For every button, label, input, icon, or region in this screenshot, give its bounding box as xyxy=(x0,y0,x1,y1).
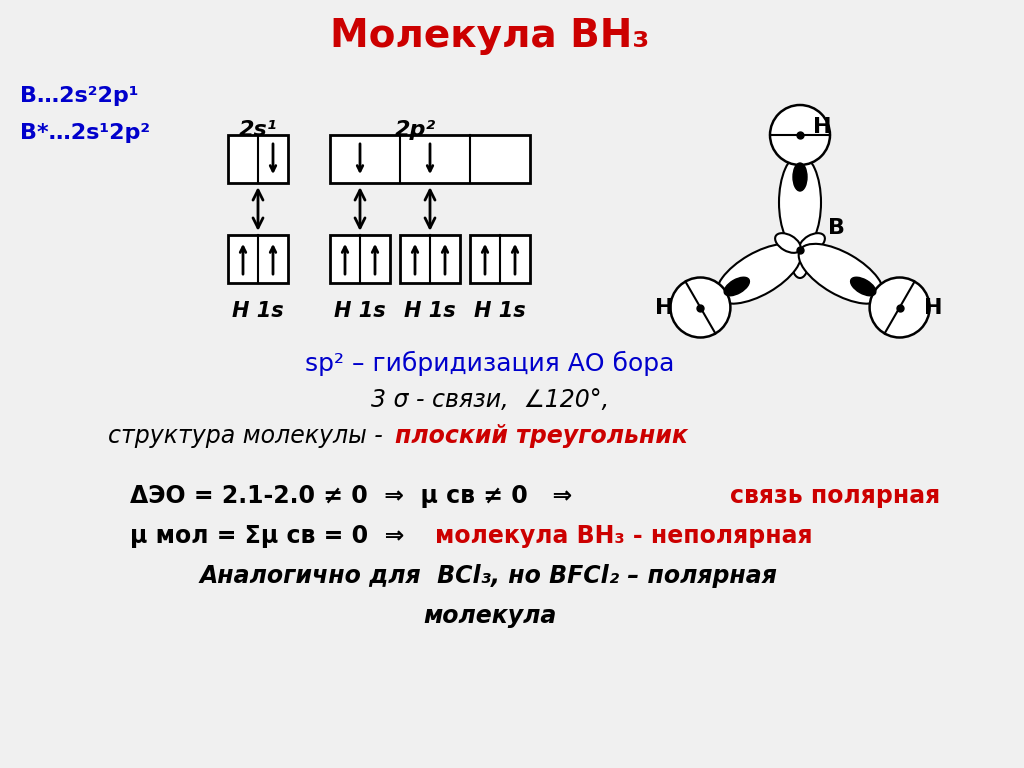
Bar xyxy=(400,235,460,283)
Text: μ мол = Σμ св = 0  ⇒: μ мол = Σμ св = 0 ⇒ xyxy=(130,524,404,548)
Ellipse shape xyxy=(799,243,884,303)
Text: В*…2s¹2p²: В*…2s¹2p² xyxy=(20,123,151,143)
Ellipse shape xyxy=(800,233,825,253)
Text: молекула BH₃ - неполярная: молекула BH₃ - неполярная xyxy=(435,524,813,548)
Bar xyxy=(470,235,530,283)
Text: связь полярная: связь полярная xyxy=(730,484,940,508)
Text: В…2s²2p¹: В…2s²2p¹ xyxy=(20,86,138,106)
Ellipse shape xyxy=(779,155,821,250)
Bar xyxy=(228,235,288,283)
Text: H: H xyxy=(925,297,943,317)
Text: H: H xyxy=(813,117,831,137)
Bar xyxy=(330,235,390,283)
Circle shape xyxy=(770,105,830,165)
Text: Молекула BH₃: Молекула BH₃ xyxy=(331,17,649,55)
Circle shape xyxy=(671,277,730,337)
Text: 2p²: 2p² xyxy=(394,120,435,140)
Text: H 1s: H 1s xyxy=(232,301,284,321)
Text: H 1s: H 1s xyxy=(334,301,386,321)
Ellipse shape xyxy=(717,243,802,303)
Ellipse shape xyxy=(793,163,807,191)
Text: Аналогично для  BCl₃, но BFCl₂ – полярная: Аналогично для BCl₃, но BFCl₂ – полярная xyxy=(200,564,778,588)
Ellipse shape xyxy=(775,233,801,253)
Text: sp² – гибридизация АО бора: sp² – гибридизация АО бора xyxy=(305,350,675,376)
Circle shape xyxy=(869,277,930,337)
Text: H: H xyxy=(655,297,674,317)
Ellipse shape xyxy=(724,277,750,296)
Text: плоский треугольник: плоский треугольник xyxy=(395,424,688,448)
Text: 2s¹: 2s¹ xyxy=(239,120,278,140)
Text: B: B xyxy=(828,218,845,238)
Text: молекула: молекула xyxy=(423,604,557,628)
Text: 3 σ - связи,  ∠120°,: 3 σ - связи, ∠120°, xyxy=(371,388,609,412)
Ellipse shape xyxy=(851,277,876,296)
Text: H 1s: H 1s xyxy=(404,301,456,321)
Bar xyxy=(330,135,530,183)
Ellipse shape xyxy=(792,250,808,278)
Text: ΔЭО = 2.1-2.0 ≠ 0  ⇒  μ св ≠ 0   ⇒: ΔЭО = 2.1-2.0 ≠ 0 ⇒ μ св ≠ 0 ⇒ xyxy=(130,484,589,508)
Text: структура молекулы -: структура молекулы - xyxy=(108,424,390,448)
Text: H 1s: H 1s xyxy=(474,301,525,321)
Bar xyxy=(228,135,288,183)
